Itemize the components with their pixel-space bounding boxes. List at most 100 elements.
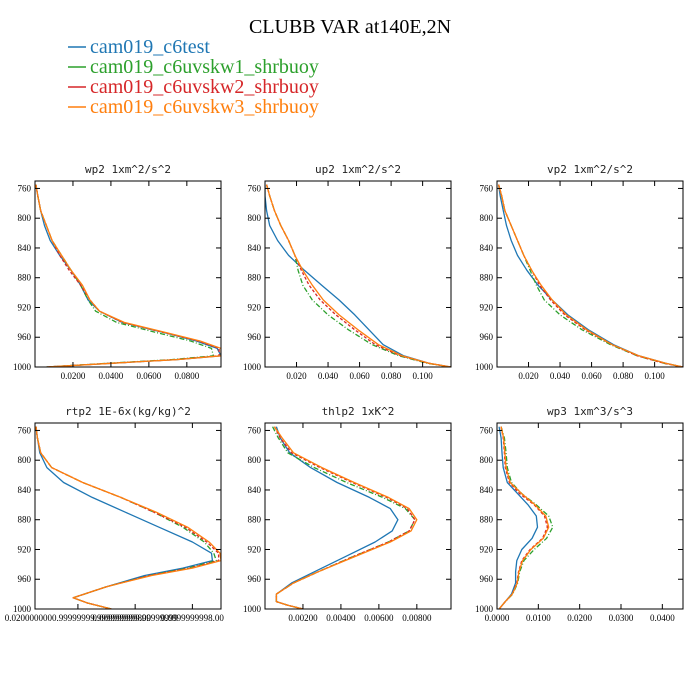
plot-frame [34, 422, 222, 610]
series-group [35, 184, 221, 367]
y-tick-label: 920 [248, 302, 262, 312]
y-tick-label: 760 [480, 425, 494, 435]
panel-title: thlp2 1xK^2 [322, 405, 395, 418]
y-tick-label: 880 [480, 273, 494, 283]
y-tick-label: 1000 [243, 362, 262, 372]
y-tick-label: 1000 [13, 362, 32, 372]
y-tick-label: 960 [248, 332, 262, 342]
chart-panel: wp3 1xm^3/s^3 760 800 840 880 920 960 10000.000… [475, 405, 684, 623]
x-tick-label: 0.080 [613, 371, 634, 381]
panels: wp2 1xm^2/s^276080084088092096010000.020… [5, 163, 684, 623]
chart-panel: up2 1xm^2/s^2 760 800 840 880 920 960 1000 0.020… [243, 163, 452, 381]
x-tick-label: 0.0600 [137, 371, 162, 381]
y-tick-label: 760 [18, 183, 32, 193]
legend-label: cam019_c6uvskw2_shrbuoy [90, 76, 319, 98]
y-tick-label: 760 [18, 425, 32, 435]
y-tick-label: 840 [248, 485, 262, 495]
x-tick-label: 0.040 [550, 371, 571, 381]
y-tick-label: 1000 [475, 362, 494, 372]
series-group [497, 184, 683, 367]
x-tick-label: 0.080 [381, 371, 402, 381]
y-tick-label: 800 [248, 455, 262, 465]
y-tick-label: 840 [18, 243, 32, 253]
y-tick-label: 880 [248, 515, 262, 525]
y-tick-label: 1000 [475, 604, 494, 614]
figure-title: CLUBB VAR at140E,2N [249, 16, 451, 38]
x-tick-label: 0.0000 [485, 613, 510, 623]
series-line [498, 426, 539, 609]
legend-label: cam019_c6test [90, 36, 210, 58]
series-line [498, 426, 550, 609]
y-tick-label: 920 [18, 302, 32, 312]
series-line [265, 184, 451, 367]
y-tick-label: 800 [248, 213, 262, 223]
panel-title: wp2 1xm^2/s^2 [85, 163, 171, 176]
y-tick-label: 880 [18, 515, 32, 525]
y-tick-label: 800 [18, 213, 32, 223]
legend-item: cam019_c6uvskw3_shrbuoy [68, 96, 319, 118]
legend: cam019_c6testcam019_c6uvskw1_shrbuoycam0… [68, 36, 319, 118]
x-tick-label: 0.0200000000.99999999.999999999800 [5, 613, 152, 623]
x-tick-label: 0.060 [349, 371, 370, 381]
y-tick-label: 920 [480, 544, 494, 554]
y-tick-label: 840 [480, 243, 494, 253]
x-tick-label: 0.0300 [609, 613, 634, 623]
y-tick-label: 960 [18, 574, 32, 584]
y-tick-label: 760 [248, 183, 262, 193]
x-tick-label: 0.040 [318, 371, 339, 381]
y-tick-label: 880 [248, 273, 262, 283]
y-tick-label: 800 [480, 213, 494, 223]
x-tick-label: 0.00800 [402, 613, 432, 623]
y-tick-label: 920 [480, 302, 494, 312]
y-tick-label: 840 [480, 485, 494, 495]
panel-title: vp2 1xm^2/s^2 [547, 163, 633, 176]
x-tick-label: 0.0400 [99, 371, 124, 381]
plot-frame [496, 180, 684, 368]
x-tick-label: 0.100 [413, 371, 434, 381]
chart-panel: thlp2 1xK^2 760 800 840 880 920 960 1000 0.00200… [243, 405, 452, 623]
x-tick-label: 0.0100 [526, 613, 551, 623]
x-tick-label: 0.00200 [288, 613, 318, 623]
y-tick-label: 760 [248, 425, 262, 435]
x-tick-label: 0.020 [286, 371, 307, 381]
y-tick-label: 880 [18, 273, 32, 283]
x-tick-label: 0.0200 [567, 613, 592, 623]
series-line [35, 184, 215, 367]
y-tick-label: 800 [18, 455, 32, 465]
y-tick-label: 760 [480, 183, 494, 193]
y-tick-label: 1000 [13, 604, 32, 614]
chart-panel: wp2 1xm^2/s^2 760 800 840 880 920 960 1000 0.020… [13, 163, 222, 381]
y-tick-label: 920 [248, 544, 262, 554]
y-tick-label: 960 [248, 574, 262, 584]
x-tick-label: 0.0400 [650, 613, 675, 623]
panel-title: wp3 1xm^3/s^3 [547, 405, 633, 418]
x-tick-label: 0.009999999.99999999 [92, 613, 178, 623]
x-tick-label: 0.020 [518, 371, 539, 381]
panel-title: up2 1xm^2/s^2 [315, 163, 401, 176]
series-group [272, 426, 418, 609]
y-tick-label: 800 [480, 455, 494, 465]
x-tick-label: 0.00600 [364, 613, 394, 623]
legend-item: cam019_c6test [68, 36, 210, 58]
series-line [497, 184, 683, 367]
y-tick-label: 1000 [243, 604, 262, 614]
series-group [498, 426, 554, 609]
plot-frame [34, 180, 222, 368]
x-tick-label: 0.060 [581, 371, 602, 381]
series-group [35, 426, 221, 609]
chart-panel: rtp2 1E-6x(kg/kg)^2 760 800 840 880 920 960 100… [5, 405, 225, 623]
series-line [265, 184, 451, 367]
legend-item: cam019_c6uvskw1_shrbuoy [68, 56, 319, 78]
series-line [35, 184, 221, 367]
y-tick-label: 960 [480, 574, 494, 584]
x-tick-label: 0.0999999998.00 [161, 613, 225, 623]
x-tick-label: 0.0200 [61, 371, 86, 381]
plot-frame [264, 422, 452, 610]
legend-label: cam019_c6uvskw1_shrbuoy [90, 56, 319, 78]
x-tick-label: 0.100 [645, 371, 666, 381]
legend-item: cam019_c6uvskw2_shrbuoy [68, 76, 319, 98]
y-tick-label: 920 [18, 544, 32, 554]
legend-label: cam019_c6uvskw3_shrbuoy [90, 96, 319, 118]
series-group [265, 184, 451, 367]
